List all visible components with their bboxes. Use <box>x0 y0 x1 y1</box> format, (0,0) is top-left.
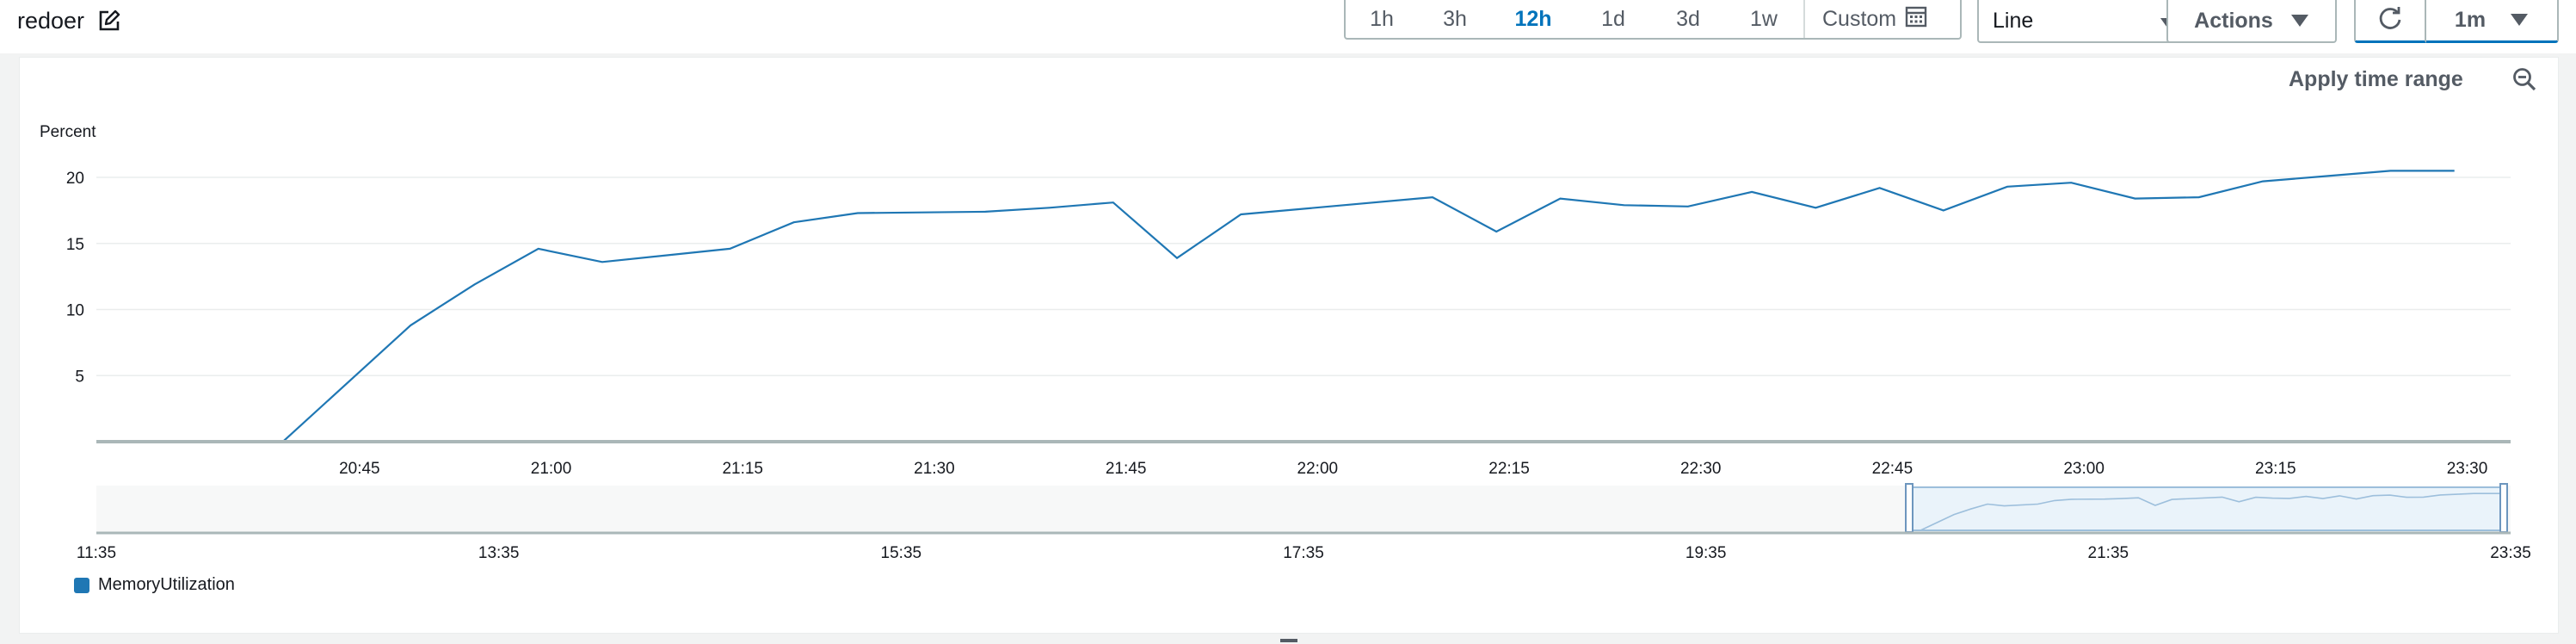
resize-handle[interactable] <box>1280 639 1297 642</box>
dashboard-header: redoer 1h 3h 12h 1d 3d 1w Custom <box>0 0 2576 53</box>
zoom-out-icon[interactable] <box>2512 67 2536 91</box>
time-range-3d-button[interactable]: 3d <box>1676 6 1700 31</box>
time-range-12h-button[interactable]: 12h <box>1514 6 1552 31</box>
caret-down-icon <box>2290 9 2309 34</box>
chart-legend: MemoryUtilization <box>74 575 235 595</box>
graph-panel <box>19 57 2559 634</box>
custom-range-button[interactable]: Custom <box>1805 0 1946 38</box>
refresh-interval-value: 1m <box>2454 8 2487 32</box>
widget-title: redoer <box>17 7 85 34</box>
chart-type-value: Line <box>1993 8 2034 33</box>
actions-button[interactable]: Actions <box>2166 0 2337 43</box>
actions-label: Actions <box>2194 8 2273 33</box>
refresh-icon <box>2377 5 2403 35</box>
refresh-interval-dropdown[interactable]: 1m <box>2426 0 2559 43</box>
time-range-1w-button[interactable]: 1w <box>1750 6 1778 31</box>
time-range-3h-button[interactable]: 3h <box>1443 6 1467 31</box>
time-range-1h-button[interactable]: 1h <box>1370 6 1394 31</box>
apply-time-range-link[interactable]: Apply time range <box>2289 67 2463 91</box>
caret-down-icon <box>2510 8 2529 33</box>
refresh-controls: 1m <box>2354 0 2559 43</box>
time-range-selector: 1h 3h 12h 1d 3d 1w Custom <box>1344 0 1962 40</box>
legend-label[interactable]: MemoryUtilization <box>98 575 235 594</box>
widget-title-area: redoer <box>17 3 120 38</box>
edit-icon[interactable] <box>98 9 120 32</box>
refresh-button[interactable] <box>2354 0 2426 43</box>
custom-range-label: Custom <box>1822 6 1897 31</box>
calendar-icon <box>1905 5 1927 34</box>
time-range-1d-button[interactable]: 1d <box>1601 6 1625 31</box>
legend-swatch[interactable] <box>74 577 89 593</box>
chart-type-dropdown[interactable]: Line <box>1977 0 2196 43</box>
time-range-divider <box>1803 0 1805 38</box>
